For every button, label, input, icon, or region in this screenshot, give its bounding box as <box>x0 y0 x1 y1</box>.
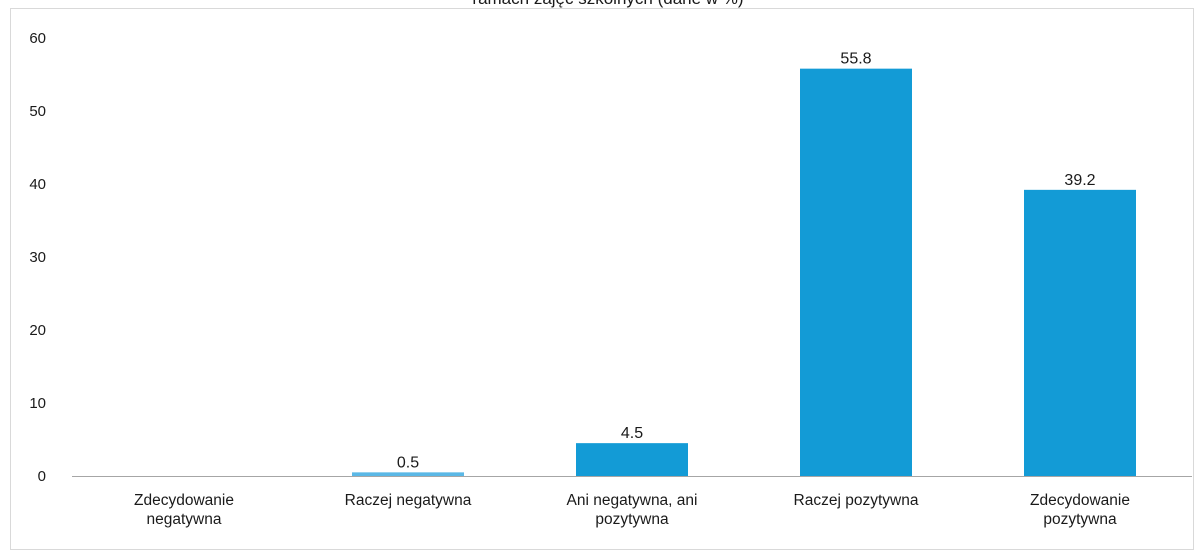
category-label: Ani negatywna, ani <box>567 492 698 509</box>
data-label: 4.5 <box>621 425 643 442</box>
data-labels: 0.5 4.5 55.8 39.2 <box>397 51 1096 472</box>
data-label: 39.2 <box>1064 172 1095 189</box>
bar <box>1024 189 1136 476</box>
y-tick-label: 0 <box>38 468 46 485</box>
y-tick-label: 30 <box>29 249 46 266</box>
chart-border <box>10 8 1194 550</box>
category-label: Zdecydowanie <box>1030 492 1130 509</box>
bar <box>800 68 912 476</box>
y-tick-label: 50 <box>29 103 46 120</box>
bar <box>576 443 688 476</box>
y-tick-label: 10 <box>29 395 46 412</box>
category-label: Raczej negatywna <box>345 492 472 509</box>
y-tick-label: 40 <box>29 176 46 193</box>
data-label: 55.8 <box>840 51 871 68</box>
chart-title: ramach zajęć szkolnych (dane w %) <box>472 0 743 8</box>
category-label: pozytywna <box>595 511 669 528</box>
y-tick-label: 20 <box>29 322 46 339</box>
bar <box>352 472 464 476</box>
x-axis-categories: Zdecydowanie negatywna Raczej negatywna Ani… <box>134 492 1130 528</box>
bars <box>352 68 1136 476</box>
y-axis-ticks: 0 10 20 30 40 50 60 <box>29 30 46 485</box>
category-label: negatywna <box>147 511 222 528</box>
category-label: pozytywna <box>1043 511 1117 528</box>
category-label: Raczej pozytywna <box>794 492 919 509</box>
category-label: Zdecydowanie <box>134 492 234 509</box>
y-tick-label: 60 <box>29 30 46 47</box>
data-label: 0.5 <box>397 454 419 471</box>
